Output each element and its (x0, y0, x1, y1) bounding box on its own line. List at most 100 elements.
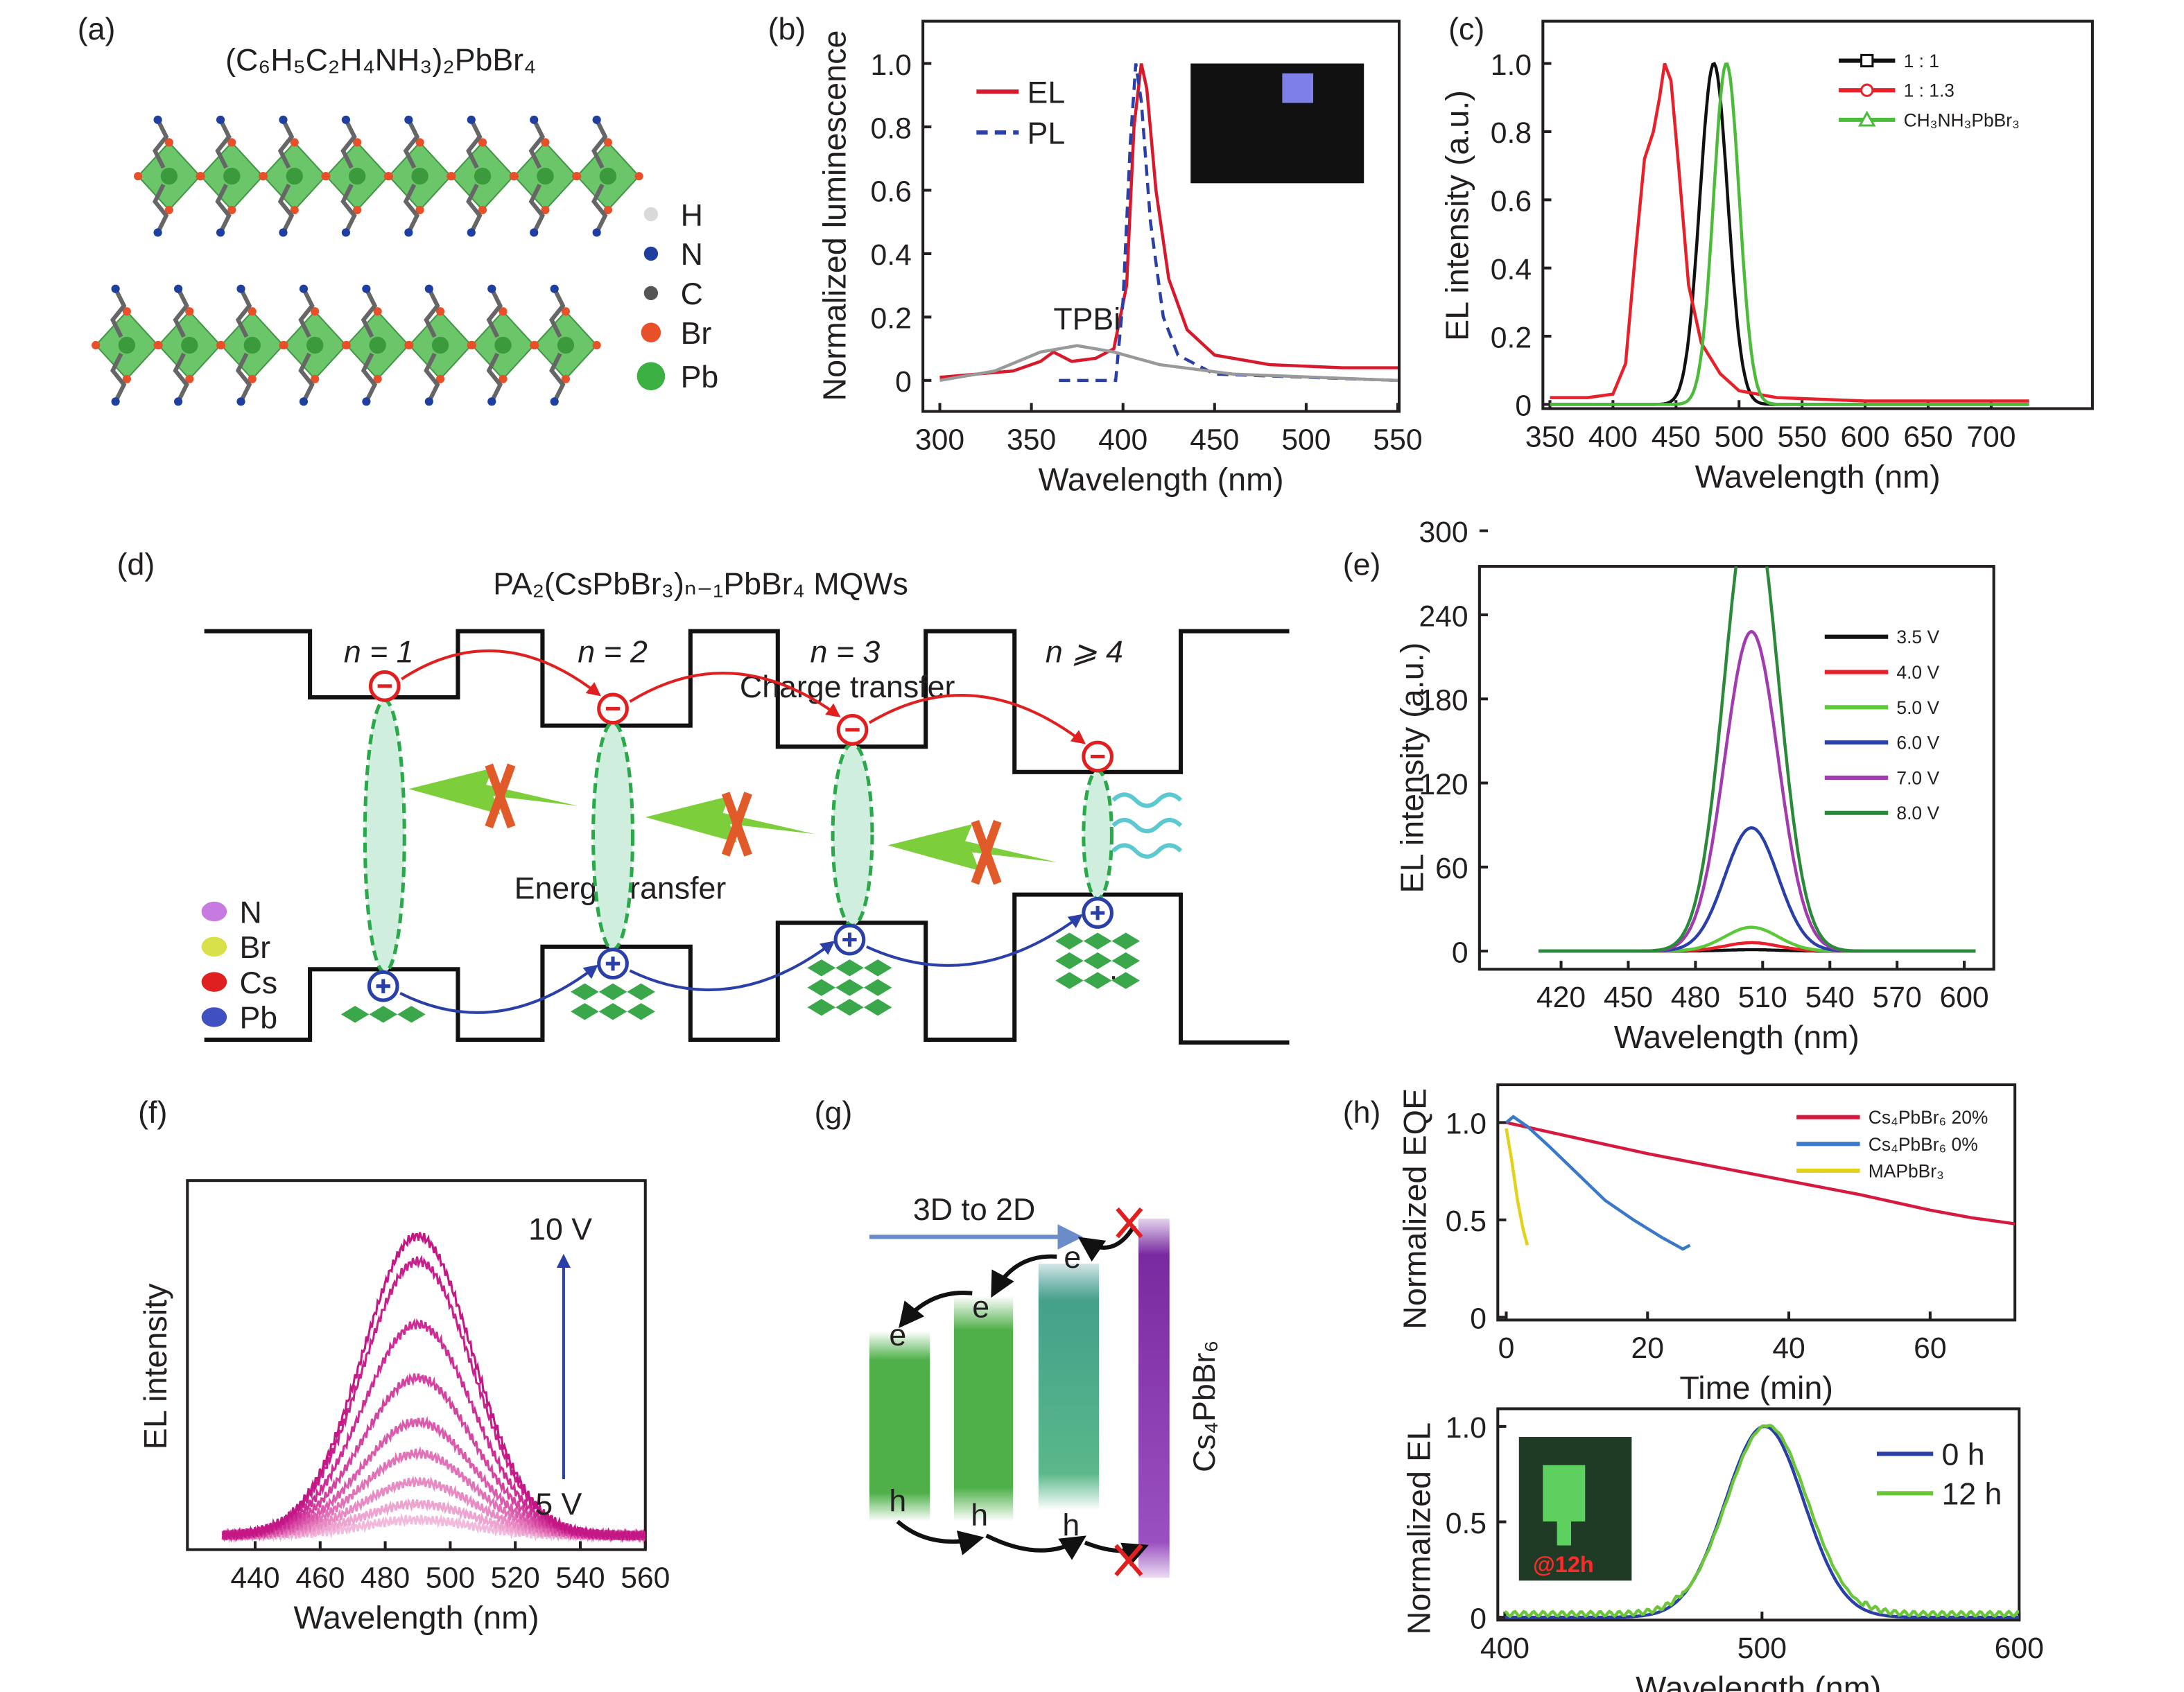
legend-label: Cs₄PbBr₆ 20% (1869, 1107, 1988, 1128)
organic-chain (152, 119, 169, 169)
y-tick-label: 240 (1419, 600, 1468, 633)
br-atom (154, 340, 163, 350)
legend-label: 12 h (1941, 1477, 2002, 1511)
x-tick-label: 400 (1588, 420, 1638, 453)
legend-atom-label: Br (681, 317, 712, 351)
hole-transfer-arrow (399, 964, 598, 1014)
series-line-EL (939, 63, 1398, 379)
cs4pbbr6-bar (1138, 1219, 1170, 1578)
inset-time-label: @12h (1533, 1552, 1594, 1577)
panel-d-mqw-diagram: PA₂(CsPbBr₃)ₙ₋₁PbBr₄ MQWs n = 1 n = 2 n … (201, 568, 1290, 1045)
br-atom (353, 138, 362, 147)
mini-octahedron (340, 1006, 370, 1023)
br-atom (561, 307, 571, 316)
series-line-10-V (221, 1232, 645, 1542)
legend-ion-label: Br (239, 931, 270, 965)
br-atom (510, 172, 519, 181)
legend-label: 1 : 1.3 (1904, 80, 1955, 101)
x-tick-label: 450 (1190, 423, 1239, 456)
legend-label: MAPbBr₃ (1869, 1160, 1944, 1181)
organic-chain (277, 119, 295, 169)
y-tick-label: 1.0 (871, 49, 912, 82)
x-tick-label: 300 (915, 423, 964, 456)
band-bar-2 (953, 1296, 1014, 1521)
y-tick-label: 0.5 (1446, 1507, 1487, 1540)
series-line-CH-NH-PbBr- (1550, 62, 2029, 406)
legend-atom-pb-icon (636, 362, 666, 391)
br-atom (634, 172, 643, 181)
series-line-MAPbBr- (1505, 1128, 1529, 1246)
y-tick-label: 0.4 (871, 238, 912, 272)
n-atom (424, 397, 433, 406)
organic-chain (424, 288, 440, 338)
n-atom (424, 284, 433, 293)
electron-label-2: e (972, 1290, 989, 1324)
panel-a-crystal-structure: (C₆H₅C₂H₄NH₃)₂PbBr₄ HNC Br Pb (92, 44, 718, 406)
valence-band (204, 892, 1290, 1045)
y-tick-label: 60 (1435, 852, 1468, 885)
legend-atom-h-icon (643, 207, 659, 222)
pb-atom (537, 167, 554, 185)
carrier-transfer-drawing (340, 649, 1183, 1023)
n-atom (173, 397, 183, 406)
charts: 300 350 400 450 500 55000.20.40.60.81.0Wavele… (137, 19, 2094, 1692)
n-atom (111, 397, 120, 406)
legend-ion-label: N (239, 896, 261, 930)
x-tick-label: 550 (1373, 423, 1422, 456)
exciton-ellipse (591, 721, 635, 952)
legend-atom-label: C (681, 277, 703, 311)
mini-octahedron (369, 1006, 398, 1023)
organic-chain (235, 288, 252, 338)
br-atom (164, 205, 173, 215)
pb-atom (431, 336, 449, 354)
br-atom (603, 205, 613, 215)
br-atom (384, 172, 393, 181)
y-tick-label: 0 (1470, 1602, 1487, 1635)
exciton-ellipse (1082, 769, 1113, 901)
y-tick-label: 0.2 (871, 302, 912, 335)
legend-label: CH₃NH₃PbBr₃ (1904, 110, 2020, 130)
pb-atom (348, 167, 366, 185)
x-tick-label: 560 (621, 1561, 670, 1594)
br-atom (373, 374, 382, 383)
light-emission-wave-icon (1111, 792, 1183, 808)
mini-octahedron (1083, 932, 1112, 950)
x-tick-label: 60 (1914, 1332, 1946, 1365)
blocked-cross-icon (1116, 1207, 1143, 1239)
x-tick-label: 540 (1805, 981, 1855, 1014)
mini-octahedron (807, 999, 836, 1016)
legend-marker-triangle (1857, 110, 1876, 127)
x-tick-label: 500 (1715, 420, 1764, 453)
legend-marker-circle (1860, 83, 1874, 97)
y-tick-label: 0.6 (871, 175, 912, 209)
pb-atom (411, 167, 428, 185)
legend-label: PL (1028, 116, 1066, 150)
x-tick-label: 480 (1671, 981, 1720, 1014)
series-line-Cs-PbBr-20- (1506, 1121, 2016, 1226)
organic-chain (215, 119, 232, 169)
charge-transfer-arrow (868, 694, 1086, 744)
organic-chain (277, 183, 295, 234)
x-tick-label: 400 (1480, 1632, 1529, 1665)
mini-octahedron (1111, 932, 1141, 950)
blocked-cross-icon (721, 792, 752, 857)
mini-octahedron (1055, 972, 1084, 989)
legend-atom-label: Pb (681, 360, 719, 394)
pb-atom (118, 336, 136, 354)
x-tick-label: 520 (491, 1561, 540, 1594)
n-atom (216, 228, 225, 237)
br-atom (592, 340, 601, 350)
legend-label: 7.0 V (1896, 767, 1939, 788)
organic-chain (549, 352, 566, 403)
band-bar-1 (869, 1331, 930, 1521)
plot-frame (1496, 1407, 2021, 1622)
well-label-n2: n = 2 (578, 635, 648, 669)
well-label-n1: n = 1 (344, 635, 414, 669)
br-atom (478, 138, 487, 147)
hole-label-1: h (889, 1485, 906, 1519)
electron-transfer-arrow-3 (899, 1291, 973, 1329)
br-atom (322, 172, 331, 181)
mini-octahedron (807, 979, 836, 996)
y-tick-label: 0.6 (1491, 185, 1532, 218)
